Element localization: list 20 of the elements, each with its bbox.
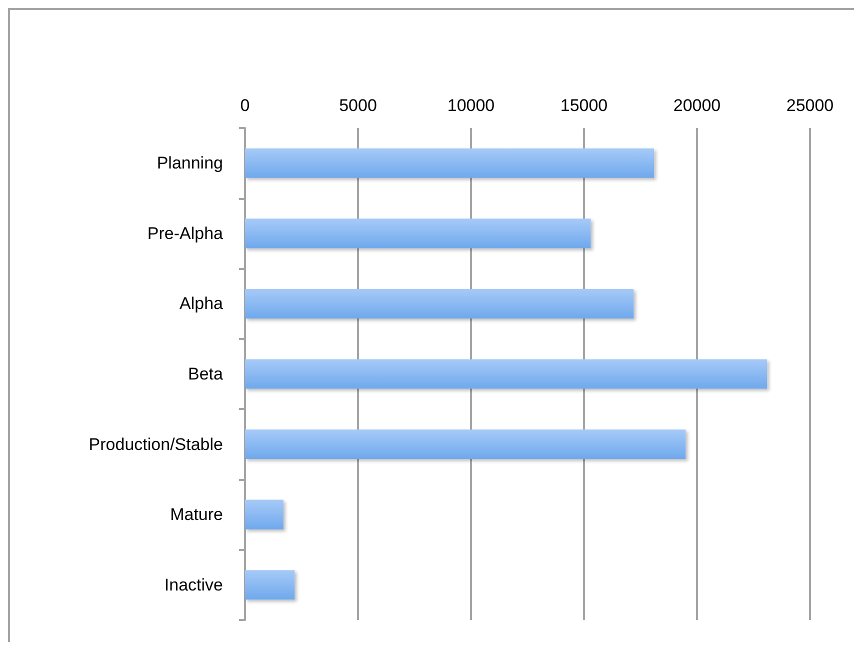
y-tick-label: Inactive — [164, 575, 223, 594]
bar — [245, 288, 634, 318]
y-tick-label: Production/Stable — [88, 434, 223, 454]
y-tick-label: Planning — [156, 154, 223, 173]
x-tick-label: 0 — [240, 96, 250, 115]
bar — [245, 500, 284, 530]
x-tick-label: 10000 — [447, 96, 495, 115]
y-tick-label: Beta — [188, 364, 224, 384]
x-tick-label: 25000 — [786, 96, 834, 115]
bar — [245, 218, 591, 248]
bar — [245, 570, 295, 600]
bar — [245, 148, 654, 178]
x-tick-label: 20000 — [673, 96, 721, 115]
x-tick-label: 5000 — [339, 96, 377, 115]
bar — [245, 359, 768, 389]
y-tick-label: Mature — [170, 505, 223, 524]
bar — [245, 430, 686, 460]
y-tick-label: Pre-Alpha — [147, 224, 224, 243]
y-tick-label: Alpha — [180, 294, 224, 314]
x-tick-label: 15000 — [560, 96, 608, 115]
